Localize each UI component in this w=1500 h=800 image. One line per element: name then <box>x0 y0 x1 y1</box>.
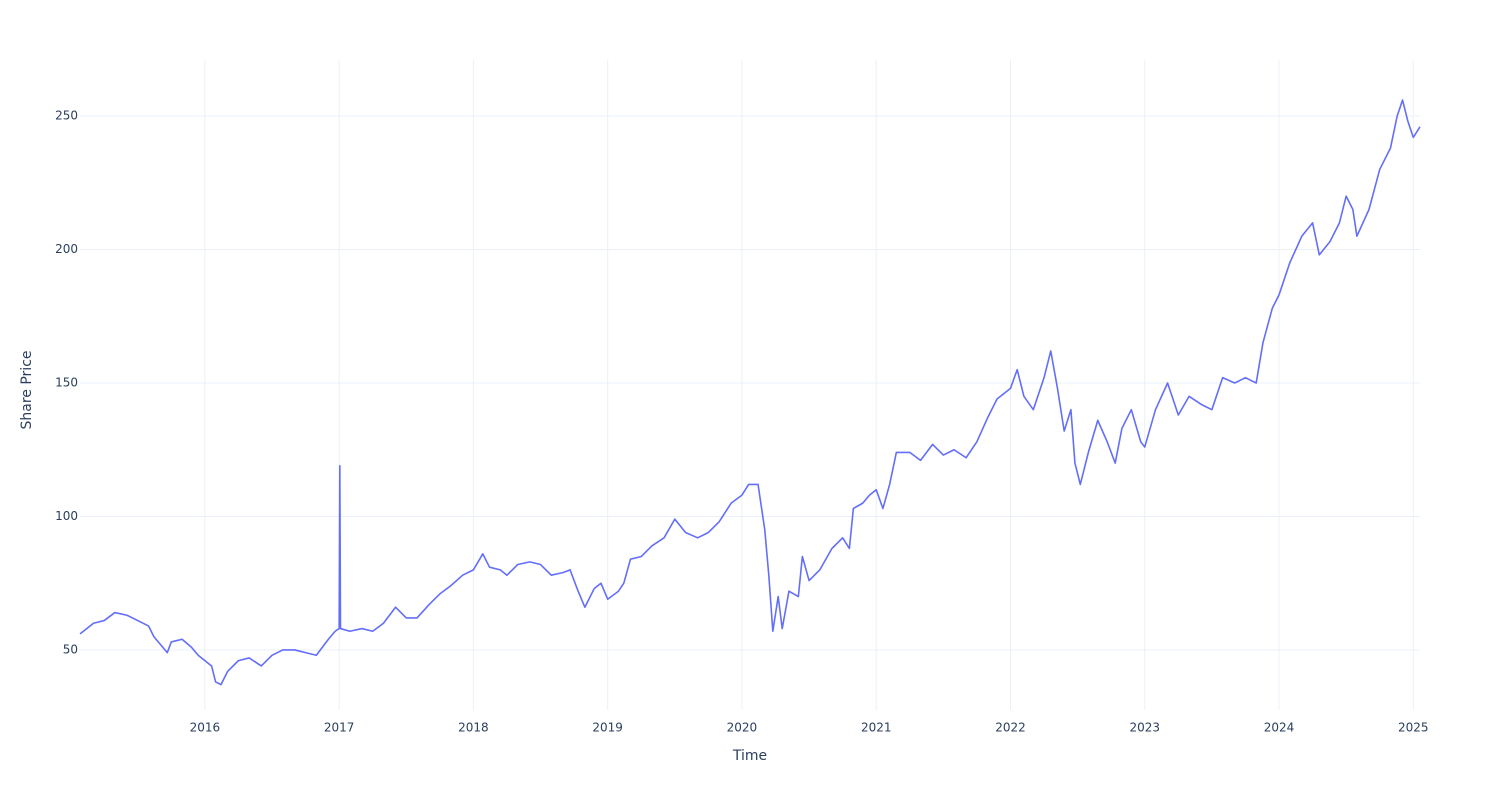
y-axis-title: Share Price <box>19 350 35 429</box>
x-tick-label: 2024 <box>1264 721 1295 735</box>
x-tick-label: 2019 <box>592 721 623 735</box>
y-tick-label: 150 <box>55 375 78 389</box>
x-tick-label: 2018 <box>458 721 489 735</box>
y-tick-label: 250 <box>55 109 78 123</box>
y-tick-label: 100 <box>55 509 78 523</box>
x-tick-label: 2025 <box>1398 721 1429 735</box>
x-axis-title: Time <box>732 748 767 764</box>
y-tick-label: 50 <box>63 642 78 656</box>
x-tick-label: 2023 <box>1129 721 1160 735</box>
y-tick-label: 200 <box>55 242 78 256</box>
x-tick-label: 2021 <box>861 721 892 735</box>
x-tick-label: 2017 <box>324 721 355 735</box>
x-tick-label: 2020 <box>727 721 758 735</box>
x-tick-label: 2016 <box>190 721 221 735</box>
price-line <box>79 99 1421 686</box>
x-tick-label: 2022 <box>995 721 1026 735</box>
